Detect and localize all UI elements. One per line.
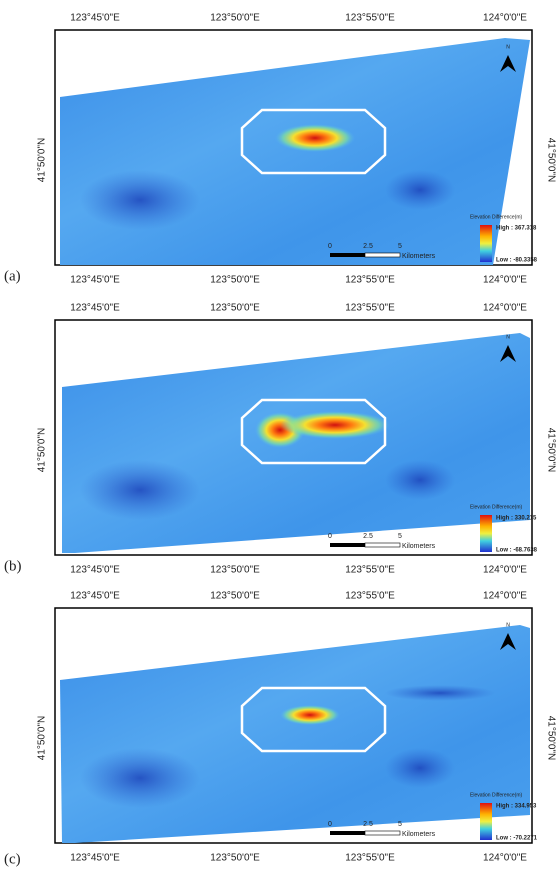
lon-label: 123°50'0"E: [210, 591, 260, 602]
legend-low: Low : -68.7638: [496, 548, 538, 554]
hotspot: [280, 411, 390, 439]
legend-high: High : 334.953: [496, 804, 537, 810]
legend-title: Elevation Difference(m): [470, 792, 522, 798]
scale-tick: 2.5: [363, 243, 373, 250]
lon-label: 123°45'0"E: [70, 13, 120, 24]
legend-high: High : 367.318: [496, 226, 537, 232]
scale-bar: [365, 831, 400, 835]
scale-tick: 2.5: [363, 533, 373, 540]
scale-unit: Kilometers: [402, 543, 436, 550]
low-area: [385, 685, 495, 701]
scale-bar: [330, 543, 365, 547]
low-area: [80, 748, 200, 808]
lon-label: 123°55'0"E: [345, 303, 395, 314]
lon-label: 123°50'0"E: [210, 303, 260, 314]
hotspot: [280, 705, 340, 725]
map-panel: 123°45'0"E 123°45'0"E 123°50'0"E 123°50'0"E…: [4, 591, 556, 868]
panel-label: (b): [4, 558, 22, 574]
color-ramp: [480, 515, 492, 552]
lon-label: 123°50'0"E: [210, 275, 260, 286]
lat-label: 41°50'0"N: [545, 428, 556, 473]
lat-label: 41°50'0"N: [37, 138, 48, 183]
lon-label: 124°0'0"E: [483, 303, 527, 314]
scale-bar: [330, 831, 365, 835]
map-panel: 123°45'0"E 123°45'0"E 123°50'0"E 123°50'0"E…: [4, 303, 556, 576]
scale-unit: Kilometers: [402, 831, 436, 838]
lon-label: 123°45'0"E: [70, 853, 120, 864]
lon-label: 123°45'0"E: [70, 591, 120, 602]
lon-label: 124°0'0"E: [483, 275, 527, 286]
low-area: [385, 748, 455, 788]
panel-label: (c): [4, 851, 21, 867]
panel-label: (a): [4, 268, 21, 284]
lon-label: 123°55'0"E: [345, 275, 395, 286]
lon-label: 123°55'0"E: [345, 591, 395, 602]
lon-label: 123°55'0"E: [345, 853, 395, 864]
low-area: [80, 170, 200, 230]
scale-bar: [365, 543, 400, 547]
color-ramp: [480, 803, 492, 840]
lon-label: 123°50'0"E: [210, 565, 260, 576]
low-area: [385, 460, 455, 500]
scale-bar: [365, 253, 400, 257]
lat-label: 41°50'0"N: [545, 716, 556, 761]
lat-label: 41°50'0"N: [545, 138, 556, 183]
north-label: N: [506, 334, 510, 340]
low-area: [80, 460, 200, 520]
scale-tick: 0: [328, 821, 332, 828]
scale-tick: 0: [328, 533, 332, 540]
color-ramp: [480, 225, 492, 262]
lon-label: 123°45'0"E: [70, 565, 120, 576]
lon-label: 123°55'0"E: [345, 13, 395, 24]
scale-tick: 5: [398, 533, 402, 540]
scale-tick: 0: [328, 243, 332, 250]
scale-tick: 2.5: [363, 821, 373, 828]
legend-title: Elevation Difference(m): [470, 214, 522, 220]
north-label: N: [506, 44, 510, 50]
scale-bar: [330, 253, 365, 257]
lon-label: 123°50'0"E: [210, 853, 260, 864]
legend-low: Low : -80.3358: [496, 258, 538, 264]
legend-low: Low : -70.2271: [496, 836, 538, 842]
lon-label: 124°0'0"E: [483, 591, 527, 602]
legend-title: Elevation Difference(m): [470, 504, 522, 510]
lat-label: 41°50'0"N: [37, 716, 48, 761]
north-label: N: [506, 622, 510, 628]
lon-label: 124°0'0"E: [483, 853, 527, 864]
scale-tick: 5: [398, 243, 402, 250]
low-area: [385, 170, 455, 210]
lon-label: 123°45'0"E: [70, 303, 120, 314]
lon-label: 123°55'0"E: [345, 565, 395, 576]
lon-label: 123°45'0"E: [70, 275, 120, 286]
lon-label: 123°50'0"E: [210, 13, 260, 24]
lon-label: 124°0'0"E: [483, 13, 527, 24]
figure: 123°45'0"E 123°45'0"E 123°50'0"E 123°50'0"E…: [0, 0, 557, 870]
scale-tick: 5: [398, 821, 402, 828]
lat-label: 41°50'0"N: [37, 428, 48, 473]
lon-label: 124°0'0"E: [483, 565, 527, 576]
map-panel: 123°45'0"E 123°45'0"E 123°50'0"E 123°50'0"E…: [4, 13, 556, 286]
legend-high: High : 330.215: [496, 516, 537, 522]
hotspot: [275, 124, 355, 152]
scale-unit: Kilometers: [402, 253, 436, 260]
